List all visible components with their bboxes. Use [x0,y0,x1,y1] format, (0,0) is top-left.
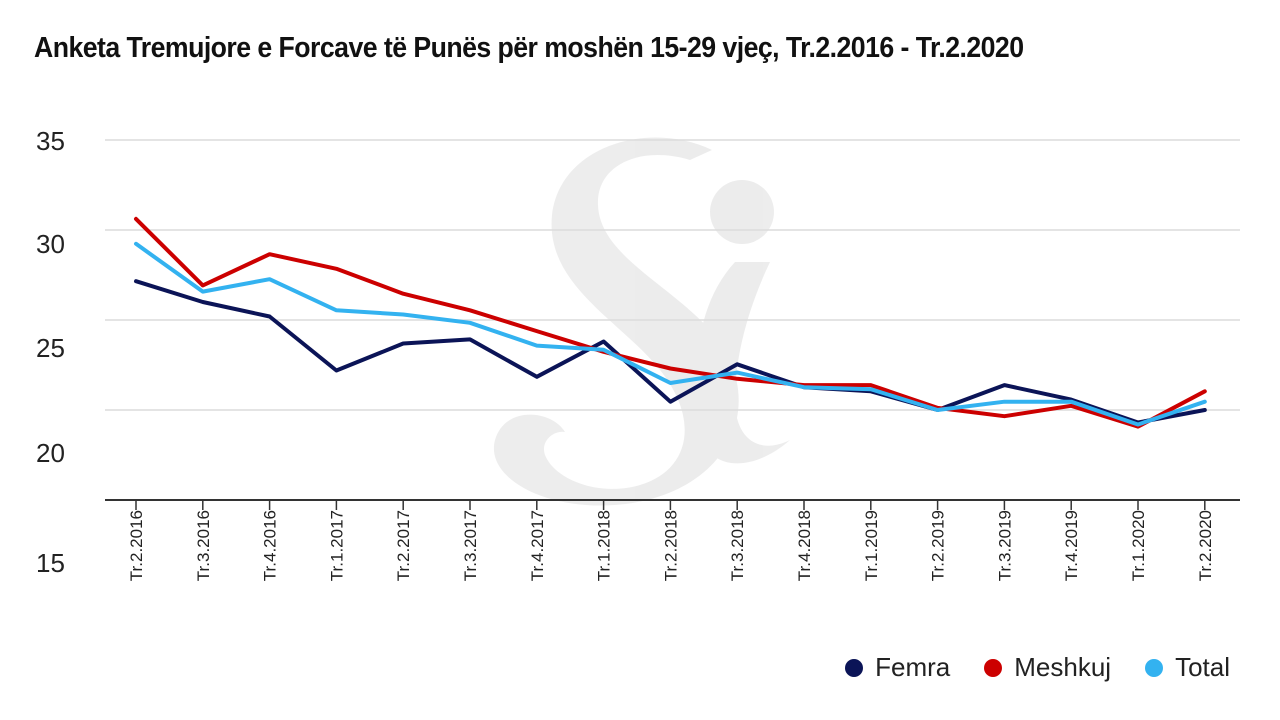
x-tick-label: Tr.2.2016 [127,510,146,581]
legend-label-meshkuj: Meshkuj [1014,652,1112,682]
y-axis: 35 30 25 20 15 [36,126,65,578]
x-tick-label: Tr.3.2019 [995,510,1014,581]
legend-marker-femra [845,658,864,677]
x-tick-label: Tr.1.2019 [862,510,881,581]
legend-marker-meshkuj [984,658,1003,677]
legend-item-total[interactable]: Total [1145,652,1230,683]
x-tick-label: Tr.4.2019 [1062,510,1081,581]
legend-label-total: Total [1175,652,1230,682]
y-tick-label: 35 [36,126,65,156]
x-tick-label: Tr.2.2017 [394,510,413,581]
legend-label-femra: Femra [875,652,951,682]
series-lines [134,216,1207,429]
x-tick-label: Tr.2.2018 [661,510,680,581]
y-tick-label: 30 [36,229,65,259]
series-line-total [134,241,1207,427]
watermark-logo [493,137,790,506]
chart-title: Anketa Tremujore e Forcave të Punës për … [34,32,1024,64]
x-tick-label: Tr.4.2018 [795,510,814,581]
x-tick-label: Tr.2.2019 [929,510,948,581]
legend-item-femra[interactable]: Femra [845,652,950,683]
y-tick-label: 15 [36,548,65,578]
x-axis: Tr.2.2016 Tr.3.2016 Tr.4.2016 Tr.1.2017 Tr.2… [105,499,1240,581]
x-tick-label: Tr.2.2020 [1196,510,1215,581]
x-tick-label: Tr.4.2017 [528,510,547,581]
legend: Femra Meshkuj Total [845,652,1230,683]
legend-marker-total [1145,658,1164,677]
x-tick-label: Tr.1.2018 [595,510,614,581]
x-tick-label: Tr.1.2017 [327,510,346,581]
x-tick-label: Tr.3.2016 [194,510,213,581]
y-tick-label: 20 [36,438,65,468]
x-tick-label: Tr.3.2018 [728,510,747,581]
series-line-femra [134,279,1207,425]
x-tick-label: Tr.1.2020 [1129,510,1148,581]
x-tick-label: Tr.3.2017 [461,510,480,581]
gridlines [105,139,1240,411]
series-line-meshkuj [134,216,1207,429]
legend-item-meshkuj[interactable]: Meshkuj [984,652,1111,683]
y-tick-label: 25 [36,333,65,363]
x-tick-label: Tr.4.2016 [261,510,280,581]
